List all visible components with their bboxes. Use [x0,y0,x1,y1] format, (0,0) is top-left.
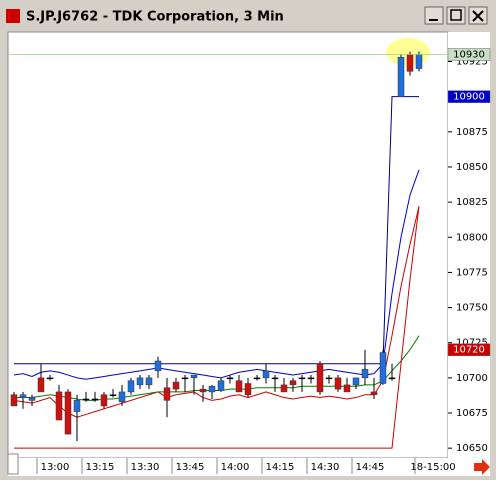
y-tick-label: 10650 [456,443,488,454]
candle-body [172,381,180,390]
scroll-right-arrow[interactable] [474,459,490,475]
candle-body [91,398,99,401]
price-label: 10720 [453,345,485,356]
candle-body [406,54,414,72]
y-tick-label: 10800 [456,232,488,243]
candle-body [253,377,261,380]
price-label: 10930 [453,49,485,60]
close-icon [472,10,484,22]
candle-body [415,54,423,69]
candle-body [262,370,270,379]
candle-body [343,384,351,393]
candle-body [19,394,27,398]
price-label-box [447,90,491,103]
candle-body [361,369,369,379]
window-title: S.JP.J6762 - TDK Corporation, 3 Min [26,10,284,25]
title-bar [2,2,494,30]
candle-body [271,377,279,380]
candle-body [46,377,54,380]
indicator-line [13,169,420,380]
candle-body [28,397,36,401]
plot-area [7,31,449,459]
candle-body [10,394,18,407]
indicator-line [14,96,419,365]
candle-body [226,377,234,380]
candle-body [307,377,315,380]
x-tick-label: 13:30 [131,462,160,473]
candle-body [388,377,396,380]
candle-body [37,377,45,393]
y-tick-label: 10700 [456,373,488,384]
candle-body [280,384,288,393]
y-tick-label: 10675 [456,408,488,419]
candle-body [154,360,162,372]
candle-body [181,377,189,380]
candle-body [379,352,387,384]
candle-body [397,57,405,97]
y-tick-label: 10875 [456,127,488,138]
candle-body [217,380,225,391]
y-tick-label: 10925 [456,57,488,68]
price-axis [448,32,490,458]
candle-body [55,391,63,421]
candle-body [100,394,108,407]
x-tick-label: 13:00 [41,462,70,473]
plot-layer: 10650 10675 10700 10725 10750 10775 10800 10825… [8,48,491,474]
app-icon [6,9,20,23]
y-tick-label: 10850 [456,162,488,173]
candle-body [352,377,360,386]
candle-body [109,394,117,396]
candle-body [82,398,90,401]
y-tick-label: 10750 [456,303,488,314]
y-tick-label: 10725 [456,338,488,349]
candle-body [334,377,342,390]
x-tick-label: 13:45 [176,462,205,473]
time-axis [8,458,490,476]
y-tick-label: 10775 [456,267,488,278]
indicator-line [13,206,420,418]
candle-body [289,380,297,386]
candle-body [199,388,207,393]
candle-body [325,377,333,380]
candle-body [190,374,198,379]
candle-body [208,386,216,393]
indicator-line [14,335,420,401]
candle-body [316,363,324,393]
candle-body [298,377,306,380]
indicator-line [14,206,420,449]
price-label: 10900 [453,92,485,103]
maximize-icon [450,9,462,21]
y-tick-label: 10825 [456,197,488,208]
candle-body [235,380,243,393]
candle-body [73,400,81,412]
candle-body [370,391,378,395]
x-tick-label: 13:15 [86,462,115,473]
scroll-box[interactable] [7,453,19,475]
candle-body [163,387,171,401]
x-tick-label: 14:15 [266,462,295,473]
x-tick-label: 14:45 [356,462,385,473]
candle-body [64,391,72,435]
candle-body [244,383,252,395]
x-tick-label: 18-15:00 [410,462,455,473]
price-label-box [447,343,491,356]
candle-body [145,377,153,386]
candle-body [127,380,135,393]
candle-body [118,391,126,403]
candle-body [136,377,144,386]
x-tick-label: 14:00 [221,462,250,473]
x-tick-label: 14:30 [311,462,340,473]
minimize-button[interactable] [424,6,444,25]
